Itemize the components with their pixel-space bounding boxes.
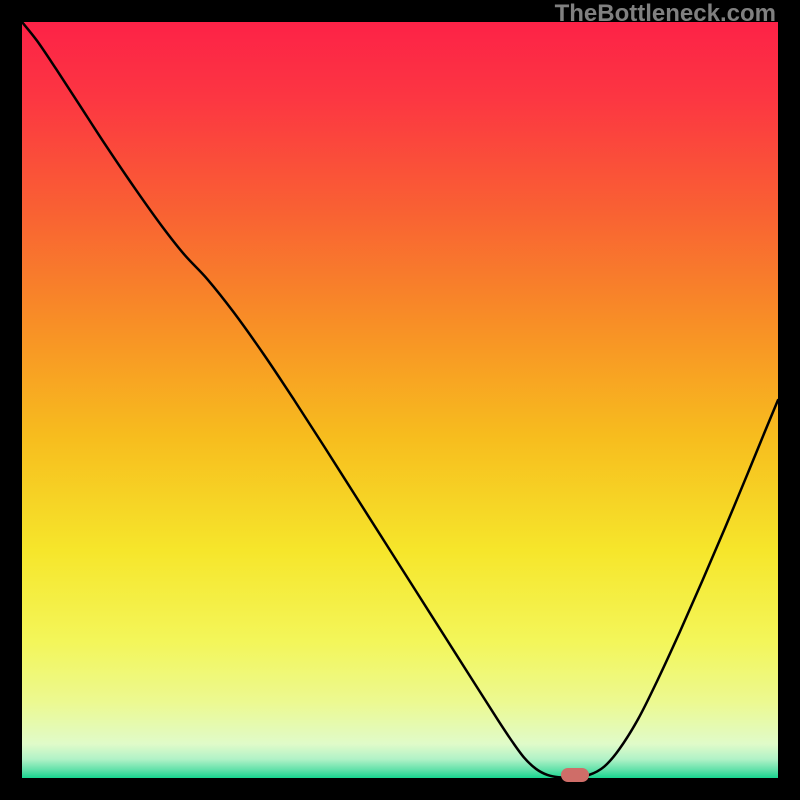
chart-plot-area [22,22,778,778]
optimal-marker [561,768,589,782]
bottleneck-curve [22,22,778,778]
watermark-text: TheBottleneck.com [555,0,776,28]
